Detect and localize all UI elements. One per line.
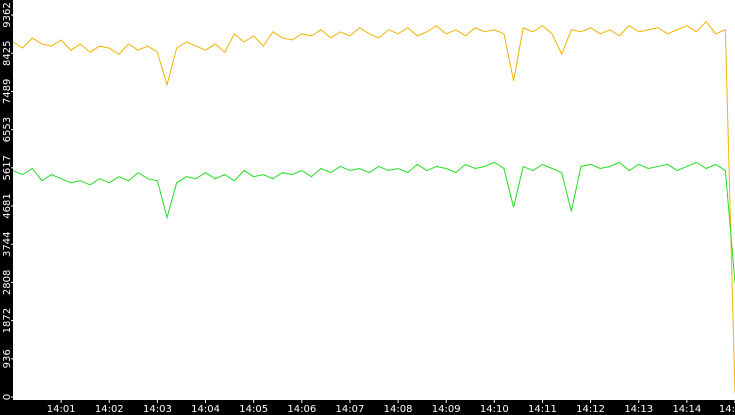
y-tick-label: 936 xyxy=(2,349,13,368)
series-line xyxy=(12,161,735,283)
y-tick-label: 8425 xyxy=(2,41,13,66)
x-tick-label: 14:08 xyxy=(384,404,413,415)
x-tick-label: 14:07 xyxy=(336,404,365,415)
x-tick-label: 14:01 xyxy=(47,404,76,415)
x-tick-label: 14: xyxy=(719,404,735,415)
x-tick-label: 14:06 xyxy=(287,404,316,415)
x-tick-label: 14:13 xyxy=(624,404,653,415)
y-tick-label: 6553 xyxy=(2,117,13,142)
x-tick-label: 14:09 xyxy=(432,404,461,415)
x-tick-label: 14:10 xyxy=(480,404,509,415)
x-tick-label: 14:04 xyxy=(191,404,220,415)
x-tick-label: 14:12 xyxy=(576,404,605,415)
y-tick-label: 0 xyxy=(2,394,13,400)
x-axis-strip xyxy=(0,400,735,415)
y-tick-label: 2808 xyxy=(2,270,13,295)
y-axis-strip xyxy=(0,0,13,415)
x-tick-label: 14:02 xyxy=(95,404,124,415)
y-tick-label: 4681 xyxy=(2,193,13,218)
series-line xyxy=(12,20,735,393)
y-tick-label: 1872 xyxy=(2,308,13,333)
y-tick-label: 5617 xyxy=(2,155,13,180)
y-tick-label: 9362 xyxy=(2,2,13,27)
x-tick-label: 14:03 xyxy=(143,404,172,415)
y-tick-label: 7489 xyxy=(2,79,13,104)
x-tick-label: 14:05 xyxy=(239,404,268,415)
x-tick-label: 14:11 xyxy=(528,404,557,415)
x-tick-label: 14:14 xyxy=(672,404,701,415)
y-tick-label: 3744 xyxy=(2,232,13,257)
